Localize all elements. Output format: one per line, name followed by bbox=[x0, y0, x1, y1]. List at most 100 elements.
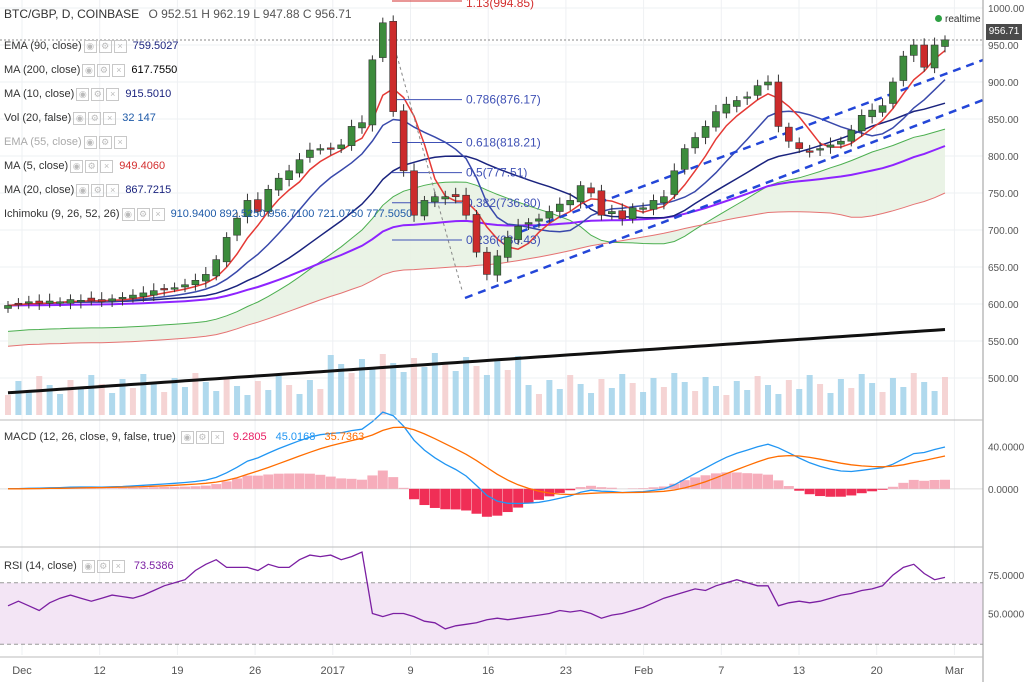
close-icon[interactable]: × bbox=[151, 207, 165, 221]
close-icon[interactable]: × bbox=[210, 430, 224, 444]
macd-tick-label: 0.0000 bbox=[988, 485, 1019, 496]
legend-name[interactable]: EMA (90, close) bbox=[4, 40, 82, 52]
close-icon[interactable]: × bbox=[103, 111, 117, 125]
gear-icon[interactable]: ⚙ bbox=[88, 111, 102, 125]
fib-label: 0.618(818.21) bbox=[466, 136, 541, 150]
cloud-span-b bbox=[7, 192, 946, 347]
candle-body bbox=[816, 148, 824, 151]
volume-bar bbox=[785, 380, 792, 415]
macd-histogram-bar bbox=[481, 488, 492, 517]
gear-icon[interactable]: ⚙ bbox=[195, 430, 209, 444]
eye-icon[interactable]: ◉ bbox=[81, 559, 95, 573]
candle-body bbox=[347, 126, 356, 146]
eye-icon[interactable]: ◉ bbox=[82, 63, 96, 77]
volume-bar bbox=[577, 384, 584, 415]
macd-histogram-bar bbox=[825, 488, 836, 497]
candle-body bbox=[764, 81, 772, 86]
volume-bar bbox=[640, 392, 647, 415]
legend-name[interactable]: Vol (20, false) bbox=[4, 112, 72, 124]
close-icon[interactable]: × bbox=[100, 159, 114, 173]
legend-name[interactable]: MA (20, close) bbox=[4, 184, 75, 196]
rsi-tick-label: 75.0000 bbox=[988, 571, 1024, 582]
legend-name[interactable]: Ichimoku (9, 26, 52, 26) bbox=[4, 208, 120, 220]
candle-body bbox=[399, 110, 408, 172]
rsi-legend-name[interactable]: RSI (14, close) bbox=[4, 560, 77, 572]
volume-bar bbox=[504, 370, 511, 415]
volume-bar bbox=[244, 395, 251, 415]
rsi-panel: 75.0000 50.0000 bbox=[0, 551, 1024, 645]
gear-icon[interactable]: ⚙ bbox=[98, 135, 112, 149]
candle-body bbox=[56, 301, 64, 304]
gear-icon[interactable]: ⚙ bbox=[136, 207, 150, 221]
candle-body bbox=[555, 203, 564, 212]
candle-body bbox=[358, 122, 366, 129]
macd-histogram-bar bbox=[877, 488, 888, 490]
legend-name[interactable]: MA (10, close) bbox=[4, 88, 75, 100]
price-tick-label: 600.00 bbox=[988, 300, 1019, 311]
eye-icon[interactable]: ◉ bbox=[83, 39, 97, 53]
macd-histogram-bar bbox=[690, 477, 701, 489]
macd-histogram-bar bbox=[159, 486, 170, 489]
gear-icon[interactable]: ⚙ bbox=[98, 39, 112, 53]
price-tick-label: 750.00 bbox=[988, 189, 1019, 200]
macd-legend-name[interactable]: MACD (12, 26, close, 9, false, true) bbox=[4, 431, 176, 443]
legend-name[interactable]: MA (200, close) bbox=[4, 64, 81, 76]
volume-bar bbox=[858, 374, 865, 415]
candle-body bbox=[649, 200, 658, 210]
macd-histogram-bar bbox=[887, 486, 898, 489]
eye-icon[interactable]: ◉ bbox=[76, 87, 90, 101]
macd-histogram-bar bbox=[554, 488, 565, 493]
macd-histogram-bar bbox=[794, 488, 805, 491]
gear-icon[interactable]: ⚙ bbox=[91, 87, 105, 101]
legend-row: Ichimoku (9, 26, 52, 26) ◉ ⚙ × 910.9400 892.… bbox=[4, 206, 412, 222]
volume-bar bbox=[827, 393, 834, 415]
volume-bar bbox=[515, 356, 522, 415]
legend-name[interactable]: MA (5, close) bbox=[4, 160, 69, 172]
gear-icon[interactable]: ⚙ bbox=[97, 63, 111, 77]
candle-body bbox=[45, 300, 54, 304]
eye-icon[interactable]: ◉ bbox=[121, 207, 135, 221]
candle-body bbox=[326, 147, 335, 150]
gear-icon[interactable]: ⚙ bbox=[96, 559, 110, 573]
live-dot-icon bbox=[935, 15, 942, 22]
close-icon[interactable]: × bbox=[113, 39, 127, 53]
macd-histogram-bar bbox=[346, 478, 357, 489]
legend-row: EMA (90, close) ◉ ⚙ × 759.5027 bbox=[4, 38, 179, 54]
gear-icon[interactable]: ⚙ bbox=[91, 183, 105, 197]
eye-icon[interactable]: ◉ bbox=[76, 183, 90, 197]
eye-icon[interactable]: ◉ bbox=[70, 159, 84, 173]
volume-bar bbox=[463, 357, 470, 415]
close-icon[interactable]: × bbox=[106, 183, 120, 197]
legend-row: MA (20, close) ◉ ⚙ × 867.7215 bbox=[4, 182, 171, 198]
macd-histogram-bar bbox=[523, 488, 534, 504]
volume-bar bbox=[36, 376, 43, 415]
gear-icon[interactable]: ⚙ bbox=[85, 159, 99, 173]
ohlc-values: O 952.51 H 962.19 L 947.88 C 956.71 bbox=[148, 7, 352, 21]
volume-bar bbox=[223, 377, 230, 415]
volume-bar bbox=[129, 388, 136, 415]
close-icon[interactable]: × bbox=[111, 559, 125, 573]
ma10-line bbox=[7, 79, 946, 307]
candle-body bbox=[837, 140, 845, 145]
volume-bar bbox=[692, 391, 699, 415]
candle-body bbox=[545, 211, 554, 219]
close-icon[interactable]: × bbox=[106, 87, 120, 101]
close-icon[interactable]: × bbox=[113, 135, 127, 149]
eye-icon[interactable]: ◉ bbox=[73, 111, 87, 125]
volume-bar bbox=[931, 391, 938, 415]
candle-body bbox=[233, 217, 241, 236]
time-tick-label: 2017 bbox=[321, 665, 345, 677]
volume-bar bbox=[431, 353, 438, 415]
symbol-label[interactable]: BTC/GBP, D, COINBASE bbox=[4, 7, 140, 21]
macd-histogram-bar bbox=[679, 480, 690, 489]
eye-icon[interactable]: ◉ bbox=[180, 430, 194, 444]
close-icon[interactable]: × bbox=[112, 63, 126, 77]
macd-histogram-bar bbox=[398, 487, 409, 489]
volume-bar bbox=[754, 376, 761, 415]
eye-icon[interactable]: ◉ bbox=[83, 135, 97, 149]
candle-body bbox=[129, 294, 137, 299]
legend-name[interactable]: EMA (55, close) bbox=[4, 136, 82, 148]
macd-hist-value: 9.2805 bbox=[232, 431, 267, 443]
volume-bar bbox=[744, 390, 751, 415]
time-tick-label: 26 bbox=[249, 665, 261, 677]
